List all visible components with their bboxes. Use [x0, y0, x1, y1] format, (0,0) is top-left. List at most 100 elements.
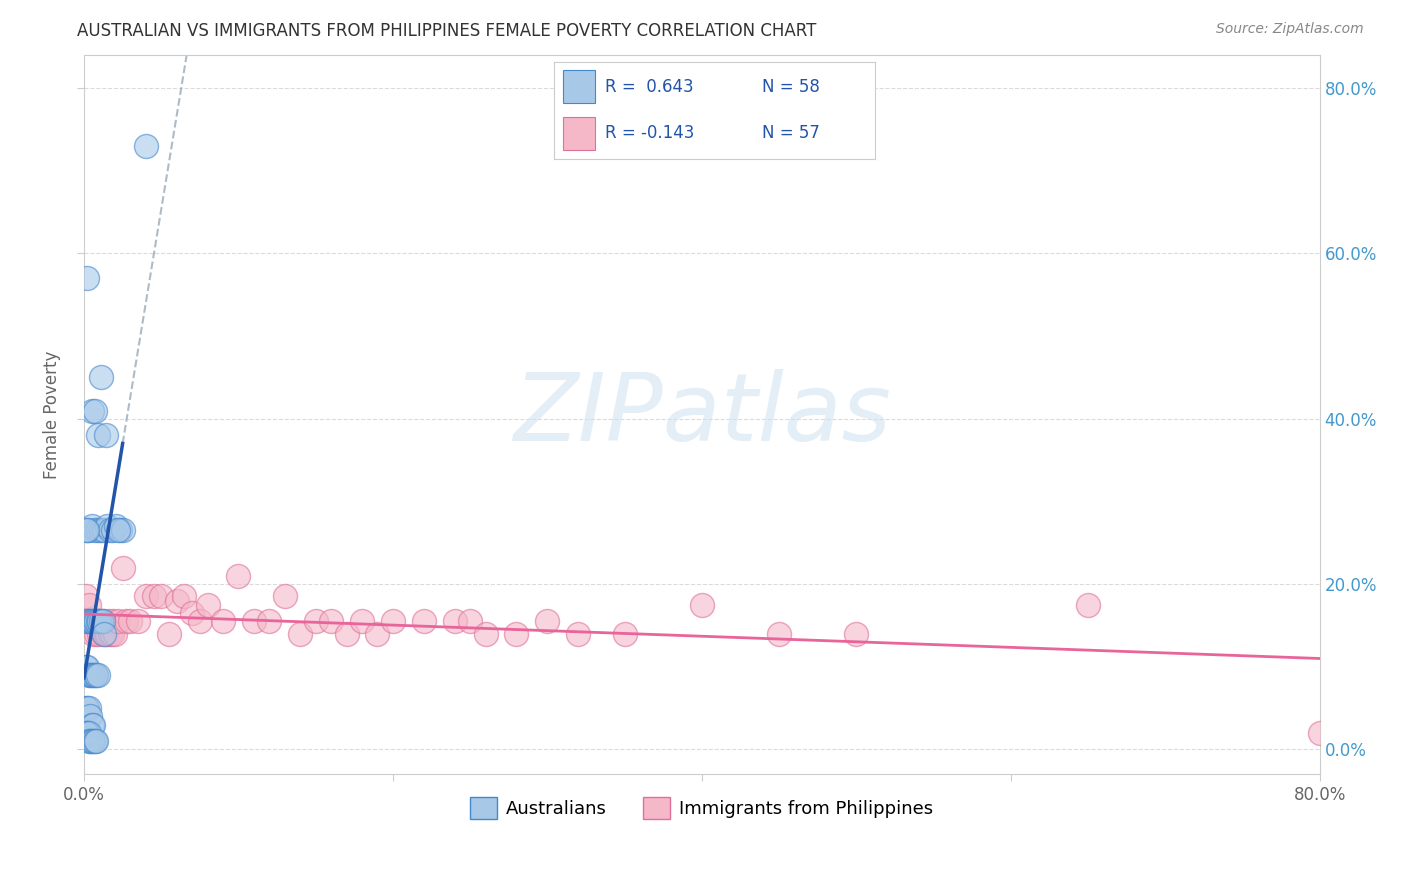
Point — [77, 524, 100, 538]
Point — [97, 614, 120, 628]
Point — [80, 614, 103, 628]
Point — [111, 560, 134, 574]
Point — [75, 701, 97, 715]
Point — [87, 614, 110, 628]
Point — [80, 614, 103, 628]
Point — [127, 614, 149, 628]
Point — [114, 614, 136, 628]
Point — [120, 614, 142, 628]
Point — [87, 668, 110, 682]
Point — [93, 626, 115, 640]
Point — [77, 734, 100, 748]
Point — [89, 614, 111, 628]
Point — [76, 659, 98, 673]
Legend: Australians, Immigrants from Philippines: Australians, Immigrants from Philippines — [463, 789, 941, 826]
Point — [845, 626, 868, 640]
Point — [79, 614, 101, 628]
Point — [103, 614, 125, 628]
Point — [75, 614, 97, 628]
Point — [77, 598, 100, 612]
Point — [76, 701, 98, 715]
Point — [75, 524, 97, 538]
Point — [96, 519, 118, 533]
Point — [79, 614, 101, 628]
Point — [181, 606, 204, 620]
Point — [98, 524, 121, 538]
Point — [83, 614, 105, 628]
Y-axis label: Female Poverty: Female Poverty — [44, 351, 60, 479]
Point — [188, 614, 211, 628]
Point — [443, 614, 465, 628]
Point — [76, 524, 98, 538]
Point — [75, 726, 97, 740]
Point — [150, 590, 173, 604]
Point — [243, 614, 266, 628]
Point — [87, 428, 110, 442]
Point — [1309, 726, 1331, 740]
Point — [79, 668, 101, 682]
Point — [321, 614, 343, 628]
Point — [90, 614, 112, 628]
Point — [83, 614, 105, 628]
Point — [94, 428, 117, 442]
Point — [90, 524, 112, 538]
Point — [80, 668, 103, 682]
Point — [83, 668, 105, 682]
Point — [197, 598, 219, 612]
Point — [259, 614, 281, 628]
Point — [105, 519, 128, 533]
Point — [77, 726, 100, 740]
Point — [82, 668, 104, 682]
Point — [86, 734, 108, 748]
Point — [1077, 598, 1099, 612]
Point — [166, 593, 188, 607]
Point — [768, 626, 790, 640]
Point — [77, 701, 100, 715]
Point — [76, 726, 98, 740]
Point — [381, 614, 404, 628]
Point — [80, 403, 103, 417]
Point — [108, 524, 131, 538]
Point — [305, 614, 328, 628]
Point — [104, 626, 127, 640]
Point — [98, 626, 121, 640]
Point — [107, 614, 129, 628]
Point — [93, 614, 115, 628]
Point — [212, 614, 235, 628]
Point — [86, 668, 108, 682]
Point — [290, 626, 312, 640]
Point — [135, 139, 157, 153]
Point — [94, 626, 117, 640]
Point — [87, 524, 110, 538]
Point — [366, 626, 388, 640]
Point — [77, 614, 100, 628]
Point — [86, 626, 108, 640]
Point — [80, 734, 103, 748]
Point — [93, 524, 115, 538]
Point — [86, 614, 108, 628]
Point — [157, 626, 180, 640]
Point — [83, 524, 105, 538]
Point — [135, 590, 157, 604]
Point — [536, 614, 558, 628]
Point — [79, 709, 101, 723]
Text: ZIPatlas: ZIPatlas — [513, 369, 891, 460]
Point — [336, 626, 359, 640]
Point — [458, 614, 481, 628]
Point — [91, 626, 114, 640]
Point — [91, 614, 114, 628]
Point — [75, 590, 97, 604]
Point — [79, 734, 101, 748]
Point — [350, 614, 373, 628]
Point — [80, 519, 103, 533]
Point — [107, 524, 129, 538]
Point — [82, 614, 104, 628]
Point — [111, 524, 134, 538]
Point — [76, 614, 98, 628]
Point — [173, 590, 195, 604]
Point — [82, 626, 104, 640]
Point — [567, 626, 589, 640]
Point — [228, 568, 250, 582]
Point — [142, 590, 165, 604]
Point — [103, 524, 125, 538]
